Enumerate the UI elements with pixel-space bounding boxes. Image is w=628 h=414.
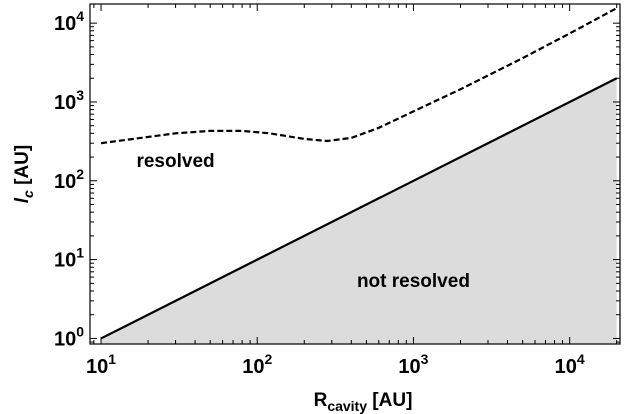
y-tick-label: 104 (54, 8, 84, 35)
series-line-solid (100, 77, 618, 340)
x-axis-label: Rcavity [AU] (314, 390, 413, 414)
shaded-region-not-resolved (101, 78, 617, 344)
x-tick-label: 101 (86, 351, 116, 378)
annotation-not-resolved: not resolved (357, 271, 470, 292)
y-tick-label: 103 (54, 87, 84, 114)
x-tick-label: 102 (242, 351, 272, 378)
plot-frame (89, 3, 621, 345)
x-tick-label: 104 (555, 351, 585, 378)
annotation-resolved: resolved (136, 151, 214, 172)
series-line-dashed (100, 7, 618, 145)
y-axis-label: lc [AU] (12, 145, 36, 203)
y-tick-label: 102 (54, 166, 84, 193)
x-tick-label: 103 (398, 351, 428, 378)
y-tick-label: 100 (54, 323, 84, 350)
y-tick-label: 101 (54, 245, 84, 272)
